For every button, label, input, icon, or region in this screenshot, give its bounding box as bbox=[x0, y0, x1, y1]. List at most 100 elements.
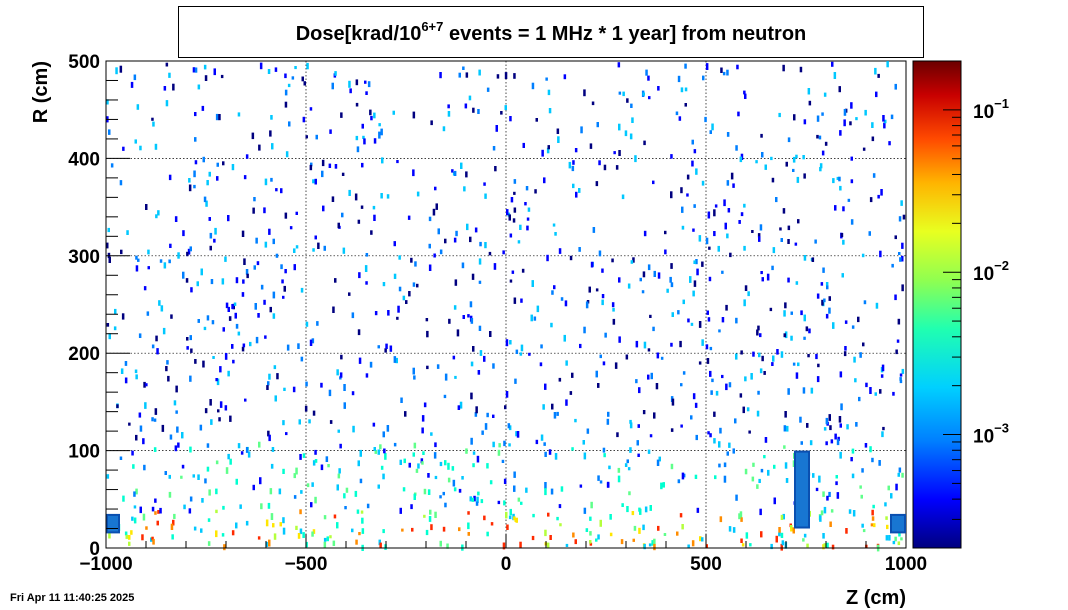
dose-cell bbox=[404, 411, 407, 417]
dose-cell bbox=[215, 509, 218, 514]
dose-cell bbox=[473, 495, 476, 502]
dose-cell bbox=[131, 516, 134, 521]
dose-cell bbox=[847, 198, 851, 202]
dose-cell bbox=[398, 255, 401, 260]
dose-cell bbox=[486, 412, 489, 418]
dose-cell bbox=[891, 263, 894, 268]
dose-cell bbox=[650, 372, 653, 380]
dose-cell bbox=[260, 284, 264, 290]
dose-cell bbox=[509, 340, 512, 345]
dose-cell bbox=[240, 451, 244, 455]
dose-cell bbox=[636, 440, 639, 446]
dose-cell bbox=[133, 505, 137, 509]
dose-cell bbox=[786, 425, 789, 432]
dose-cell bbox=[815, 353, 818, 360]
dose-cell bbox=[188, 508, 192, 514]
dose-cell bbox=[169, 434, 173, 440]
dose-cell bbox=[711, 378, 714, 383]
dose-cell bbox=[785, 161, 788, 167]
dose-cell bbox=[224, 405, 228, 411]
dose-cell bbox=[247, 451, 251, 458]
dose-cell bbox=[787, 225, 791, 231]
dose-cell bbox=[201, 105, 205, 111]
dose-cell bbox=[189, 246, 192, 252]
dose-cell bbox=[253, 265, 256, 270]
dose-cell bbox=[486, 87, 490, 92]
dose-cell bbox=[453, 487, 457, 492]
dose-cell bbox=[194, 359, 197, 364]
dose-cell bbox=[504, 72, 508, 79]
dose-cell bbox=[400, 397, 403, 403]
dose-cell bbox=[551, 403, 554, 410]
dose-cell bbox=[751, 476, 755, 482]
dose-cell bbox=[626, 459, 629, 464]
dose-cell bbox=[560, 297, 564, 301]
dose-cell bbox=[373, 138, 377, 144]
dose-cell bbox=[345, 487, 349, 493]
dose-cell bbox=[599, 480, 603, 484]
dose-cell bbox=[113, 326, 117, 331]
dose-cell bbox=[624, 463, 628, 467]
dose-cell bbox=[520, 501, 523, 505]
dose-cell bbox=[589, 516, 592, 521]
dose-cell bbox=[838, 416, 842, 423]
dose-cell bbox=[803, 119, 807, 125]
dose-cell bbox=[260, 503, 263, 510]
dose-cell bbox=[492, 363, 495, 369]
dose-cell bbox=[880, 189, 883, 196]
dose-cell bbox=[901, 242, 904, 249]
dose-cell bbox=[649, 314, 652, 318]
dose-cell bbox=[681, 206, 684, 213]
dose-cell bbox=[245, 154, 249, 159]
dose-cell bbox=[209, 245, 212, 251]
dose-cell bbox=[790, 527, 793, 532]
dose-cell bbox=[107, 227, 110, 233]
dose-cell bbox=[694, 474, 698, 479]
dose-cell bbox=[756, 410, 760, 417]
dose-cell bbox=[434, 442, 437, 448]
dose-cell bbox=[139, 506, 142, 514]
dose-cell bbox=[514, 378, 517, 384]
dose-cell bbox=[430, 120, 433, 126]
dose-cell bbox=[821, 299, 824, 306]
dose-cell bbox=[243, 175, 247, 180]
dose-cell bbox=[834, 433, 837, 440]
dose-cell bbox=[458, 488, 462, 493]
dose-cell bbox=[173, 400, 177, 406]
dose-cell bbox=[644, 506, 648, 513]
dose-cell bbox=[901, 368, 905, 374]
dose-cell bbox=[782, 208, 786, 214]
dose-cell bbox=[289, 226, 293, 230]
dose-cell bbox=[314, 178, 317, 185]
dose-cell bbox=[344, 506, 347, 510]
dose-cell bbox=[282, 468, 285, 474]
dose-cell bbox=[465, 448, 468, 454]
dose-cell bbox=[312, 410, 316, 416]
dose-cell bbox=[784, 411, 787, 418]
dose-cell bbox=[284, 212, 288, 219]
dose-cell bbox=[792, 156, 796, 163]
dose-cell bbox=[451, 466, 455, 471]
dose-cell bbox=[434, 186, 437, 191]
dose-cell bbox=[458, 527, 461, 532]
dose-cell bbox=[325, 456, 329, 462]
axes: −1000 −500 0 500 1000 0 100 200 300 400 500 bbox=[68, 52, 927, 575]
dose-cell bbox=[378, 131, 381, 139]
dose-cell bbox=[220, 74, 224, 79]
dose-cell bbox=[732, 527, 736, 533]
dose-cell bbox=[760, 133, 763, 138]
dose-cell bbox=[255, 237, 258, 244]
dose-cell bbox=[372, 205, 376, 210]
dose-cell bbox=[739, 511, 743, 519]
dose-cell bbox=[373, 447, 376, 451]
dose-cell bbox=[264, 241, 268, 248]
dose-cell bbox=[393, 356, 397, 363]
dose-cell bbox=[176, 426, 179, 433]
dose-cell bbox=[341, 212, 344, 218]
dose-cell bbox=[862, 147, 866, 151]
dose-cell bbox=[850, 156, 853, 161]
dose-cell bbox=[666, 288, 669, 293]
dose-cell bbox=[787, 277, 790, 283]
dose-cell bbox=[361, 528, 365, 534]
dose-cell bbox=[444, 238, 447, 244]
